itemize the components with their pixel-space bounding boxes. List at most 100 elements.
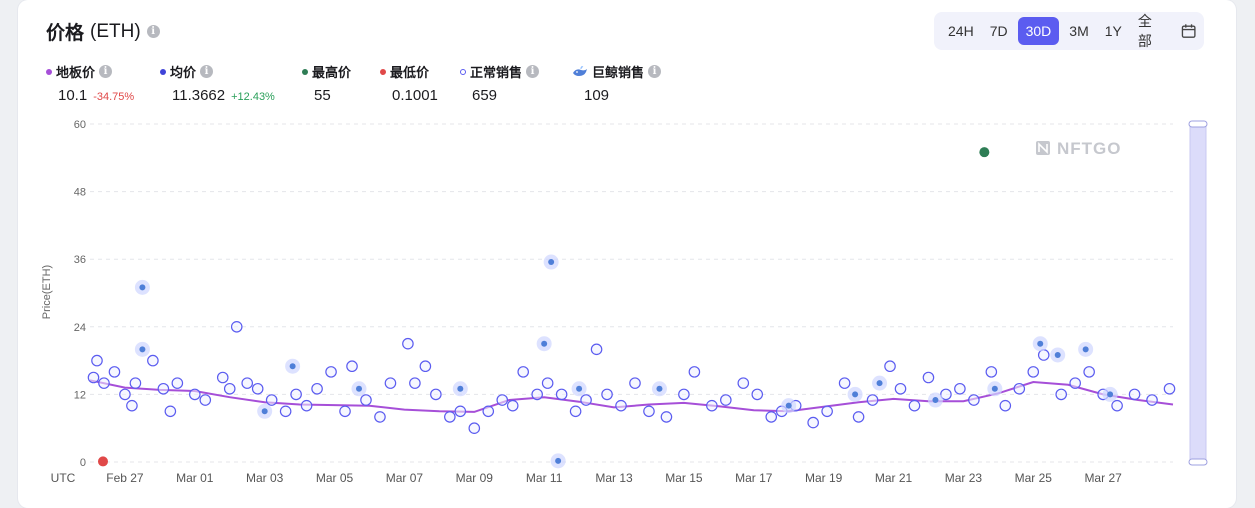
sale-point[interactable] [1083, 366, 1095, 378]
info-icon[interactable]: i [146, 25, 160, 38]
sale-point[interactable] [290, 388, 302, 401]
sale-point[interactable] [157, 382, 170, 395]
sale-point[interactable] [954, 382, 966, 395]
sale-point[interactable] [1055, 388, 1068, 401]
sale-point[interactable] [346, 360, 358, 373]
sale-point[interactable] [838, 377, 851, 389]
sale-point[interactable] [468, 422, 481, 434]
sale-point[interactable] [1027, 366, 1040, 378]
sale-point[interactable] [569, 405, 582, 418]
sale-point[interactable] [402, 337, 414, 350]
sale-point[interactable] [325, 366, 337, 378]
sale-point[interactable] [807, 416, 819, 429]
sale-point[interactable] [894, 382, 907, 395]
info-icon[interactable]: i [99, 65, 113, 78]
sale-point[interactable] [765, 411, 778, 423]
sale-point[interactable] [884, 360, 896, 373]
sale-point[interactable] [737, 377, 750, 389]
sale-point[interactable] [265, 394, 278, 406]
sale-point[interactable] [126, 399, 138, 412]
sale-point[interactable] [482, 405, 495, 418]
sale-point[interactable] [506, 399, 519, 412]
sale-point[interactable] [384, 377, 397, 389]
sale-point[interactable] [409, 377, 421, 389]
sale-point[interactable] [678, 388, 690, 401]
sale-point[interactable] [87, 371, 100, 384]
info-icon[interactable]: i [526, 65, 540, 78]
sale-point[interactable] [147, 354, 159, 367]
info-icon[interactable]: i [648, 65, 662, 78]
sale-point[interactable] [251, 382, 264, 395]
sale-point[interactable] [940, 388, 952, 401]
sale-point[interactable] [643, 405, 655, 418]
scrollbar-top-handle[interactable] [1188, 120, 1208, 128]
sale-point[interactable] [821, 405, 833, 418]
sale-point[interactable] [223, 382, 236, 395]
sale-point[interactable] [629, 377, 641, 389]
sale-point[interactable] [430, 388, 442, 401]
sale-point[interactable] [91, 354, 103, 367]
sale-point[interactable] [129, 377, 142, 389]
sale-point[interactable] [189, 388, 201, 401]
sale-point[interactable] [852, 411, 865, 423]
sale-point[interactable] [1037, 349, 1050, 361]
sale-point[interactable] [968, 394, 980, 406]
sale-point[interactable] [1013, 382, 1026, 395]
sale-point[interactable] [555, 388, 568, 401]
sale-point[interactable] [374, 411, 386, 423]
calendar-icon[interactable] [1181, 23, 1196, 39]
sale-point[interactable] [164, 405, 177, 418]
sale-point[interactable] [590, 343, 603, 356]
range-24h-button[interactable]: 24H [948, 23, 974, 39]
sale-point[interactable] [706, 399, 718, 412]
sale-point[interactable] [601, 388, 613, 401]
sale-point[interactable] [360, 394, 372, 406]
sale-point[interactable] [751, 388, 764, 401]
range-1y-button[interactable]: 1Y [1104, 23, 1122, 39]
sale-point[interactable] [908, 399, 921, 412]
sale-point[interactable] [720, 394, 732, 406]
sale-point[interactable] [199, 394, 212, 406]
sale-point[interactable] [444, 411, 456, 423]
sale-point[interactable] [241, 377, 254, 389]
sale-point[interactable] [311, 382, 323, 395]
sale-point[interactable] [541, 377, 554, 389]
lowest-sale-point[interactable] [97, 456, 108, 467]
sale-point[interactable] [999, 399, 1012, 412]
sale-point[interactable] [1069, 377, 1081, 389]
sale-point[interactable] [216, 371, 229, 384]
sale-point[interactable] [108, 366, 121, 378]
sale-point[interactable] [230, 320, 243, 333]
sale-point[interactable] [615, 399, 627, 412]
sale-point[interactable] [688, 366, 701, 378]
sale-point[interactable] [1111, 399, 1123, 412]
sale-point[interactable] [660, 411, 673, 423]
sale-point[interactable] [1146, 394, 1158, 406]
chart-scrollbar[interactable] [1188, 120, 1208, 466]
sale-point[interactable] [1128, 388, 1141, 401]
info-icon[interactable]: i [200, 65, 214, 78]
sale-point[interactable] [496, 394, 509, 406]
sale-point[interactable] [531, 388, 543, 401]
sale-point[interactable] [922, 371, 935, 384]
sale-point[interactable] [171, 377, 184, 389]
sale-point[interactable] [119, 388, 131, 401]
range-7d-button[interactable]: 7D [989, 23, 1008, 39]
range-30d-button[interactable]: 30D [1017, 17, 1060, 45]
range-3m-button[interactable]: 3M [1069, 23, 1089, 39]
sale-point[interactable] [454, 405, 467, 418]
sale-point[interactable] [419, 360, 432, 373]
scrollbar-bottom-handle[interactable] [1188, 458, 1208, 466]
sale-point[interactable] [98, 377, 110, 389]
sale-point[interactable] [985, 366, 998, 378]
sale-point[interactable] [517, 366, 529, 378]
price-chart[interactable]: 0 12 24 36 48 60 Price(ETH) UTC Feb 27 Mar 01 Ma… [18, 0, 1236, 508]
sale-point[interactable] [279, 405, 292, 418]
sale-point[interactable] [866, 394, 879, 406]
highest-sale-point[interactable] [979, 147, 990, 158]
range-all-button[interactable]: 全部 [1137, 13, 1152, 49]
sale-point[interactable] [1163, 382, 1176, 395]
sale-point[interactable] [339, 405, 351, 418]
sale-point[interactable] [300, 399, 313, 412]
sale-point[interactable] [580, 394, 592, 406]
